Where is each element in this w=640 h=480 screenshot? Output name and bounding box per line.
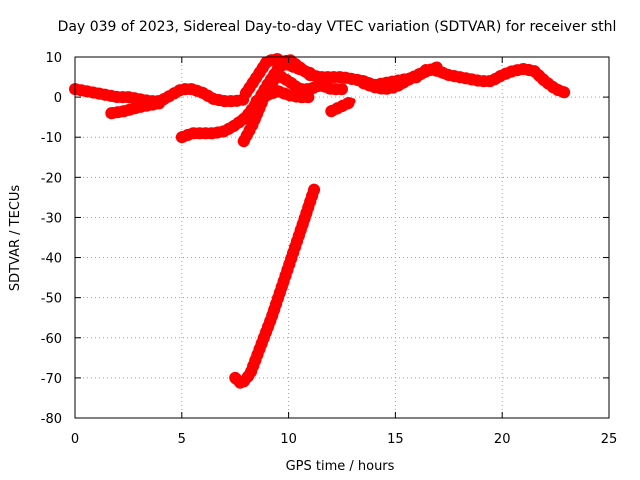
x-tick-label: 15 bbox=[387, 432, 404, 447]
y-axis-label: SDTVAR / TECUs bbox=[8, 185, 23, 292]
series-markers-segment-7 bbox=[325, 95, 359, 118]
series-markers-segment-6 bbox=[250, 85, 316, 108]
series-layer bbox=[69, 53, 573, 390]
plot-frame bbox=[74, 56, 610, 419]
y-tick-label: -70 bbox=[41, 372, 62, 387]
y-tick-label: 10 bbox=[45, 51, 62, 66]
y-tick-label: -30 bbox=[41, 211, 62, 226]
y-tick-label: -50 bbox=[41, 292, 62, 307]
series-markers-segment-4 bbox=[237, 69, 348, 148]
y-tick-label: -40 bbox=[41, 252, 62, 267]
x-tick-label: 25 bbox=[601, 432, 618, 447]
y-tick-label: -60 bbox=[41, 332, 62, 347]
y-tick-label: -80 bbox=[41, 412, 62, 427]
y-tick-label: -20 bbox=[41, 171, 62, 186]
series-markers-segment-9 bbox=[229, 183, 321, 390]
y-tick-label: 0 bbox=[54, 91, 62, 106]
x-tick-label: 5 bbox=[178, 432, 186, 447]
x-tick-label: 10 bbox=[280, 432, 297, 447]
x-axis-label: GPS time / hours bbox=[286, 459, 395, 474]
chart-title: Day 039 of 2023, Sidereal Day-to-day VTE… bbox=[58, 19, 617, 35]
series-markers-segment-5 bbox=[239, 53, 316, 100]
series-markers-segment-8 bbox=[357, 61, 445, 96]
y-tick-label: -10 bbox=[41, 131, 62, 146]
x-tick-label: 20 bbox=[494, 432, 511, 447]
x-tick-label: 0 bbox=[71, 432, 79, 447]
series-markers-segment-2 bbox=[105, 97, 167, 120]
ticks: 0 5 10 15 20 25 10 0 -10 -20 -30 -40 -50 -60 -70 -80 bbox=[41, 51, 618, 447]
